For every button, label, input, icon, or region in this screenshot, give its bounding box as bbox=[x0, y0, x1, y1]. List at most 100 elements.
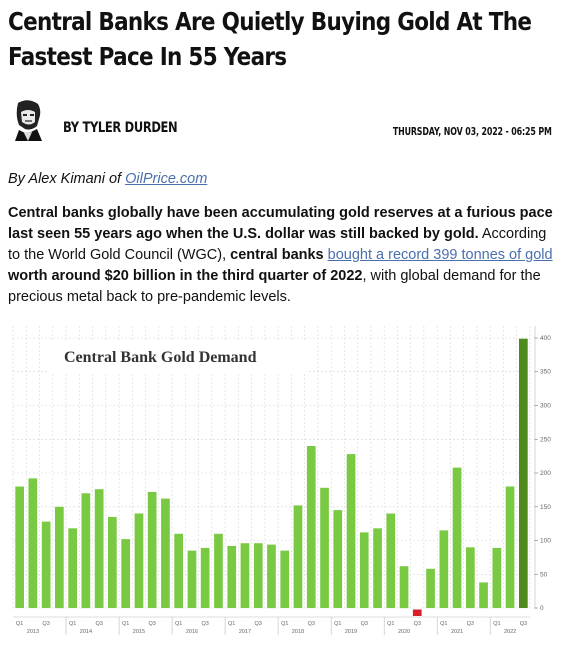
chart-bars bbox=[15, 338, 528, 616]
lead-text-2: , with global demand for the precious me… bbox=[8, 268, 541, 305]
x-tick-label-quarter: Q3 bbox=[361, 621, 368, 627]
x-tick-label-year: 2021 bbox=[451, 629, 463, 635]
x-tick-label-quarter: Q3 bbox=[42, 621, 49, 627]
x-tick-label-quarter: Q1 bbox=[16, 621, 23, 627]
bar-q4-2014 bbox=[108, 516, 117, 608]
bar-q4-2016 bbox=[214, 533, 223, 609]
y-tick-label: 200 bbox=[540, 470, 551, 477]
x-tick-label-year: 2014 bbox=[80, 629, 92, 635]
bar-q2-2018 bbox=[293, 505, 303, 608]
x-tick-label-quarter: Q1 bbox=[493, 621, 500, 627]
bar-q2-2021 bbox=[452, 467, 462, 608]
y-tick-label: 150 bbox=[540, 504, 551, 511]
bar-q3-2014 bbox=[94, 489, 104, 608]
bar-q3-2015 bbox=[147, 491, 157, 608]
x-tick-label-quarter: Q3 bbox=[149, 621, 156, 627]
x-tick-label-year: 2018 bbox=[292, 629, 304, 635]
bar-q1-2019 bbox=[333, 510, 343, 608]
bar-q2-2019 bbox=[346, 454, 356, 608]
bar-q2-2015 bbox=[134, 513, 144, 608]
article-title: Central Banks Are Quietly Buying Gold At… bbox=[8, 4, 532, 74]
bar-q3-2019 bbox=[359, 532, 369, 608]
wgc-report-link[interactable]: bought a record 399 tonnes of gold bbox=[327, 247, 553, 263]
bar-q2-2020 bbox=[399, 566, 409, 609]
x-tick-label-quarter: Q1 bbox=[387, 621, 394, 627]
x-tick-label-quarter: Q1 bbox=[122, 621, 129, 627]
x-tick-label-year: 2020 bbox=[398, 629, 410, 635]
source-prefix: By Alex Kimani of bbox=[8, 171, 126, 187]
bar-q3-2020 bbox=[412, 609, 422, 616]
bar-q3-2021 bbox=[466, 547, 475, 609]
source-line: By Alex Kimani of OilPrice.com bbox=[8, 171, 207, 187]
x-tick-label-quarter: Q3 bbox=[308, 621, 315, 627]
bar-q1-2018 bbox=[280, 550, 290, 608]
bar-q2-2014 bbox=[81, 493, 91, 609]
bar-q2-2013 bbox=[28, 478, 38, 608]
bar-q4-2017 bbox=[267, 544, 276, 609]
bar-q1-2020 bbox=[386, 513, 396, 608]
x-tick-label-quarter: Q1 bbox=[175, 621, 182, 627]
bar-q4-2018 bbox=[320, 487, 329, 608]
x-tick-label-quarter: Q3 bbox=[255, 621, 262, 627]
x-tick-label-quarter: Q3 bbox=[467, 621, 474, 627]
bar-q1-2022 bbox=[492, 547, 502, 608]
x-tick-label-quarter: Q1 bbox=[334, 621, 341, 627]
x-tick-label-year: 2016 bbox=[186, 629, 198, 635]
x-tick-label-quarter: Q3 bbox=[202, 621, 209, 627]
x-tick-label-year: 2022 bbox=[504, 629, 516, 635]
x-tick-label-quarter: Q1 bbox=[228, 621, 235, 627]
bar-q3-2018 bbox=[306, 446, 316, 608]
bar-q4-2019 bbox=[373, 528, 382, 608]
chart-grid bbox=[12, 326, 531, 609]
bar-q4-2013 bbox=[55, 506, 64, 609]
x-tick-label-year: 2013 bbox=[27, 629, 39, 635]
bar-q1-2016 bbox=[174, 533, 183, 609]
x-tick-label-quarter: Q1 bbox=[440, 621, 447, 627]
y-tick-label: 100 bbox=[540, 538, 551, 545]
source-link[interactable]: OilPrice.com bbox=[125, 171, 208, 187]
title-line-2: Fastest Pace In 55 Years bbox=[8, 42, 287, 71]
bar-q1-2014 bbox=[68, 528, 77, 608]
bar-q3-2016 bbox=[200, 547, 210, 608]
x-tick-label-quarter: Q3 bbox=[414, 621, 421, 627]
x-tick-label-quarter: Q3 bbox=[96, 621, 103, 627]
x-tick-label-quarter: Q3 bbox=[520, 621, 527, 627]
chart-title: Central Bank Gold Demand bbox=[64, 349, 257, 366]
x-tick-label-year: 2017 bbox=[239, 629, 251, 635]
x-tick-label-quarter: Q1 bbox=[69, 621, 76, 627]
bar-q3-2017 bbox=[253, 543, 263, 608]
bar-q2-2017 bbox=[240, 543, 250, 608]
x-tick-label-year: 2019 bbox=[345, 629, 357, 635]
chart-title-bg bbox=[48, 342, 308, 372]
lead-bold-3: worth around $20 billion in the third qu… bbox=[8, 268, 363, 284]
x-tick-label-quarter: Q1 bbox=[281, 621, 288, 627]
y-tick-label: 350 bbox=[540, 369, 551, 376]
title-line-1: Central Banks Are Quietly Buying Gold At… bbox=[8, 7, 532, 36]
author-byline[interactable]: BY TYLER DURDEN bbox=[63, 120, 178, 136]
lead-bold-2: central banks bbox=[230, 247, 328, 263]
article-lead-paragraph: Central banks globally have been accumul… bbox=[8, 203, 556, 308]
y-tick-label: 300 bbox=[540, 403, 551, 410]
bar-q1-2015 bbox=[121, 539, 130, 608]
bar-q3-2022 bbox=[519, 338, 528, 608]
bar-q1-2013 bbox=[15, 486, 24, 608]
bar-q4-2020 bbox=[426, 568, 435, 608]
y-tick-label: 50 bbox=[540, 571, 548, 578]
bar-q3-2013 bbox=[41, 521, 51, 608]
chart-y-axis: 0 50 100 150 200 250 300 350 400 bbox=[534, 326, 551, 612]
lead-bold-1: Central banks globally have been accumul… bbox=[8, 205, 553, 242]
lead-text-1: According to the World Gold Council (WGC… bbox=[8, 226, 547, 263]
bar-q2-2022 bbox=[505, 486, 515, 608]
y-tick-label: 250 bbox=[540, 436, 551, 443]
publish-date: THURSDAY, NOV 03, 2022 - 06:25 PM bbox=[393, 125, 552, 138]
bar-q4-2015 bbox=[161, 498, 170, 608]
bar-q4-2021 bbox=[479, 582, 488, 609]
y-tick-label: 400 bbox=[540, 335, 551, 342]
x-tick-label-year: 2015 bbox=[133, 629, 145, 635]
bar-q1-2021 bbox=[439, 530, 449, 608]
bar-q2-2016 bbox=[187, 550, 197, 608]
author-avatar[interactable] bbox=[9, 99, 47, 141]
bar-q1-2017 bbox=[227, 545, 237, 608]
